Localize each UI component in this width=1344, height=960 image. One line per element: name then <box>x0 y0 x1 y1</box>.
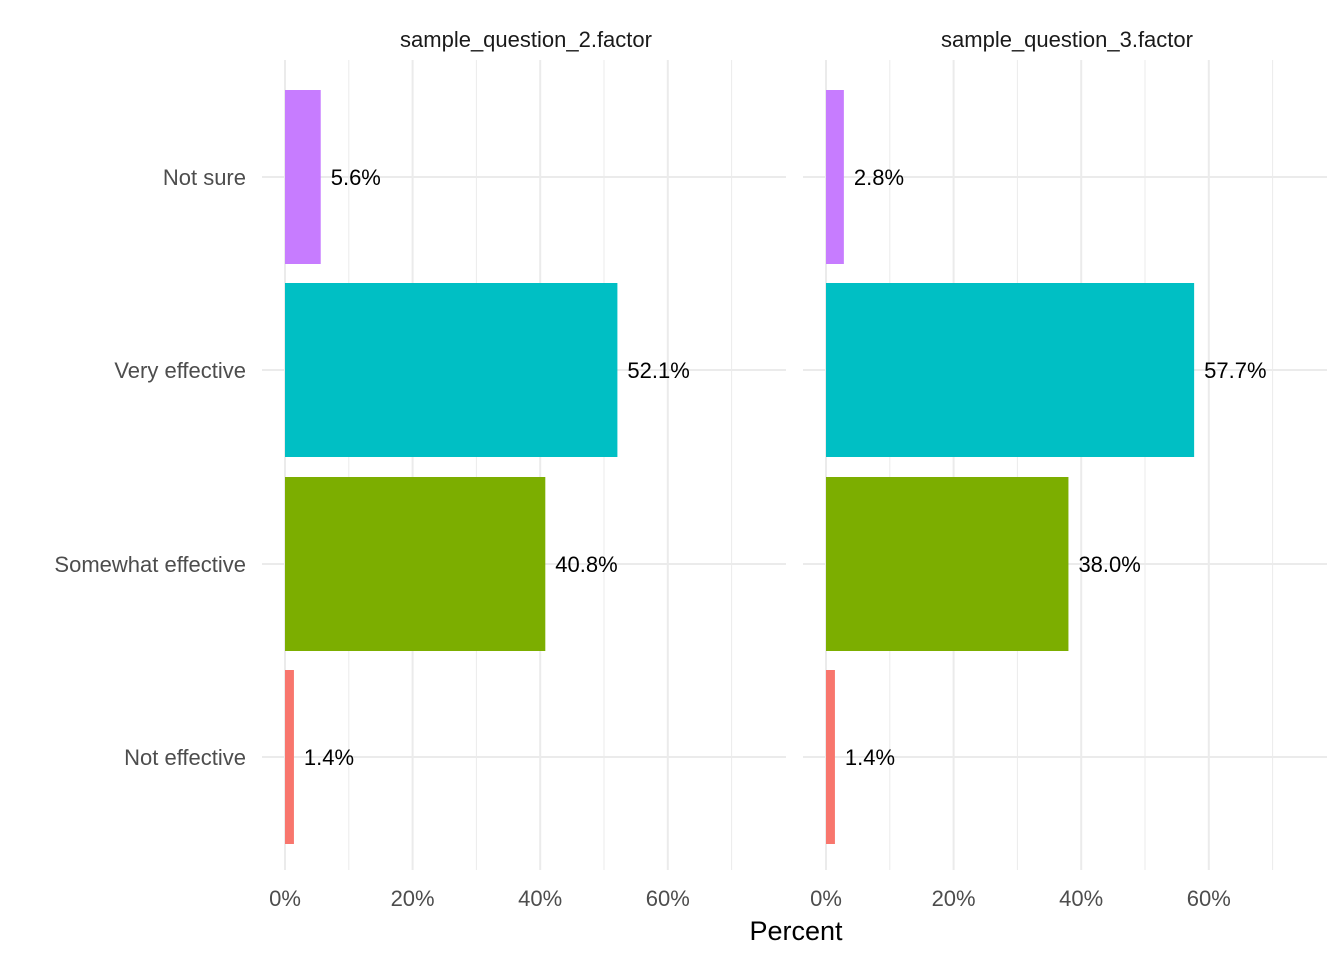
panel-sample-question-3: sample_question_3.factor 1.4% 38.0% 57.7% 2.… <box>803 27 1327 911</box>
value-label-not-effective: 1.4% <box>845 745 895 770</box>
x-tick-label: 40% <box>518 886 562 911</box>
bar-very-effective <box>826 283 1195 457</box>
value-label-not-sure: 2.8% <box>854 165 904 190</box>
x-tick-label: 60% <box>1187 886 1231 911</box>
panel-sample-question-2: sample_question_2.factor 1.4% 40.8% 52.1% 5.… <box>262 27 786 911</box>
category-axis-labels: Not effective Somewhat effective Very effe… <box>54 165 246 770</box>
panel-title: sample_question_2.factor <box>400 27 652 52</box>
bar-not-sure <box>285 90 321 264</box>
x-tick-label: 0% <box>810 886 842 911</box>
value-label-not-effective: 1.4% <box>304 745 354 770</box>
value-label-very-effective: 57.7% <box>1204 358 1266 383</box>
x-tick-label: 60% <box>646 886 690 911</box>
panel-title: sample_question_3.factor <box>941 27 1193 52</box>
bar-not-effective <box>285 670 294 844</box>
x-tick-label: 20% <box>391 886 435 911</box>
x-tick-label: 0% <box>269 886 301 911</box>
category-label-not-effective: Not effective <box>124 745 246 770</box>
category-label-not-sure: Not sure <box>163 165 246 190</box>
value-label-very-effective: 52.1% <box>627 358 689 383</box>
category-label-somewhat-effective: Somewhat effective <box>54 552 246 577</box>
x-tick-label: 20% <box>932 886 976 911</box>
value-label-somewhat-effective: 38.0% <box>1078 552 1140 577</box>
bar-not-sure <box>826 90 844 264</box>
category-label-very-effective: Very effective <box>114 358 246 383</box>
bar-not-effective <box>826 670 835 844</box>
x-tick-label: 40% <box>1059 886 1103 911</box>
bar-somewhat-effective <box>826 477 1069 651</box>
bar-very-effective <box>285 283 618 457</box>
value-label-not-sure: 5.6% <box>331 165 381 190</box>
value-label-somewhat-effective: 40.8% <box>555 552 617 577</box>
x-axis-title: Percent <box>749 916 843 946</box>
bar-somewhat-effective <box>285 477 546 651</box>
